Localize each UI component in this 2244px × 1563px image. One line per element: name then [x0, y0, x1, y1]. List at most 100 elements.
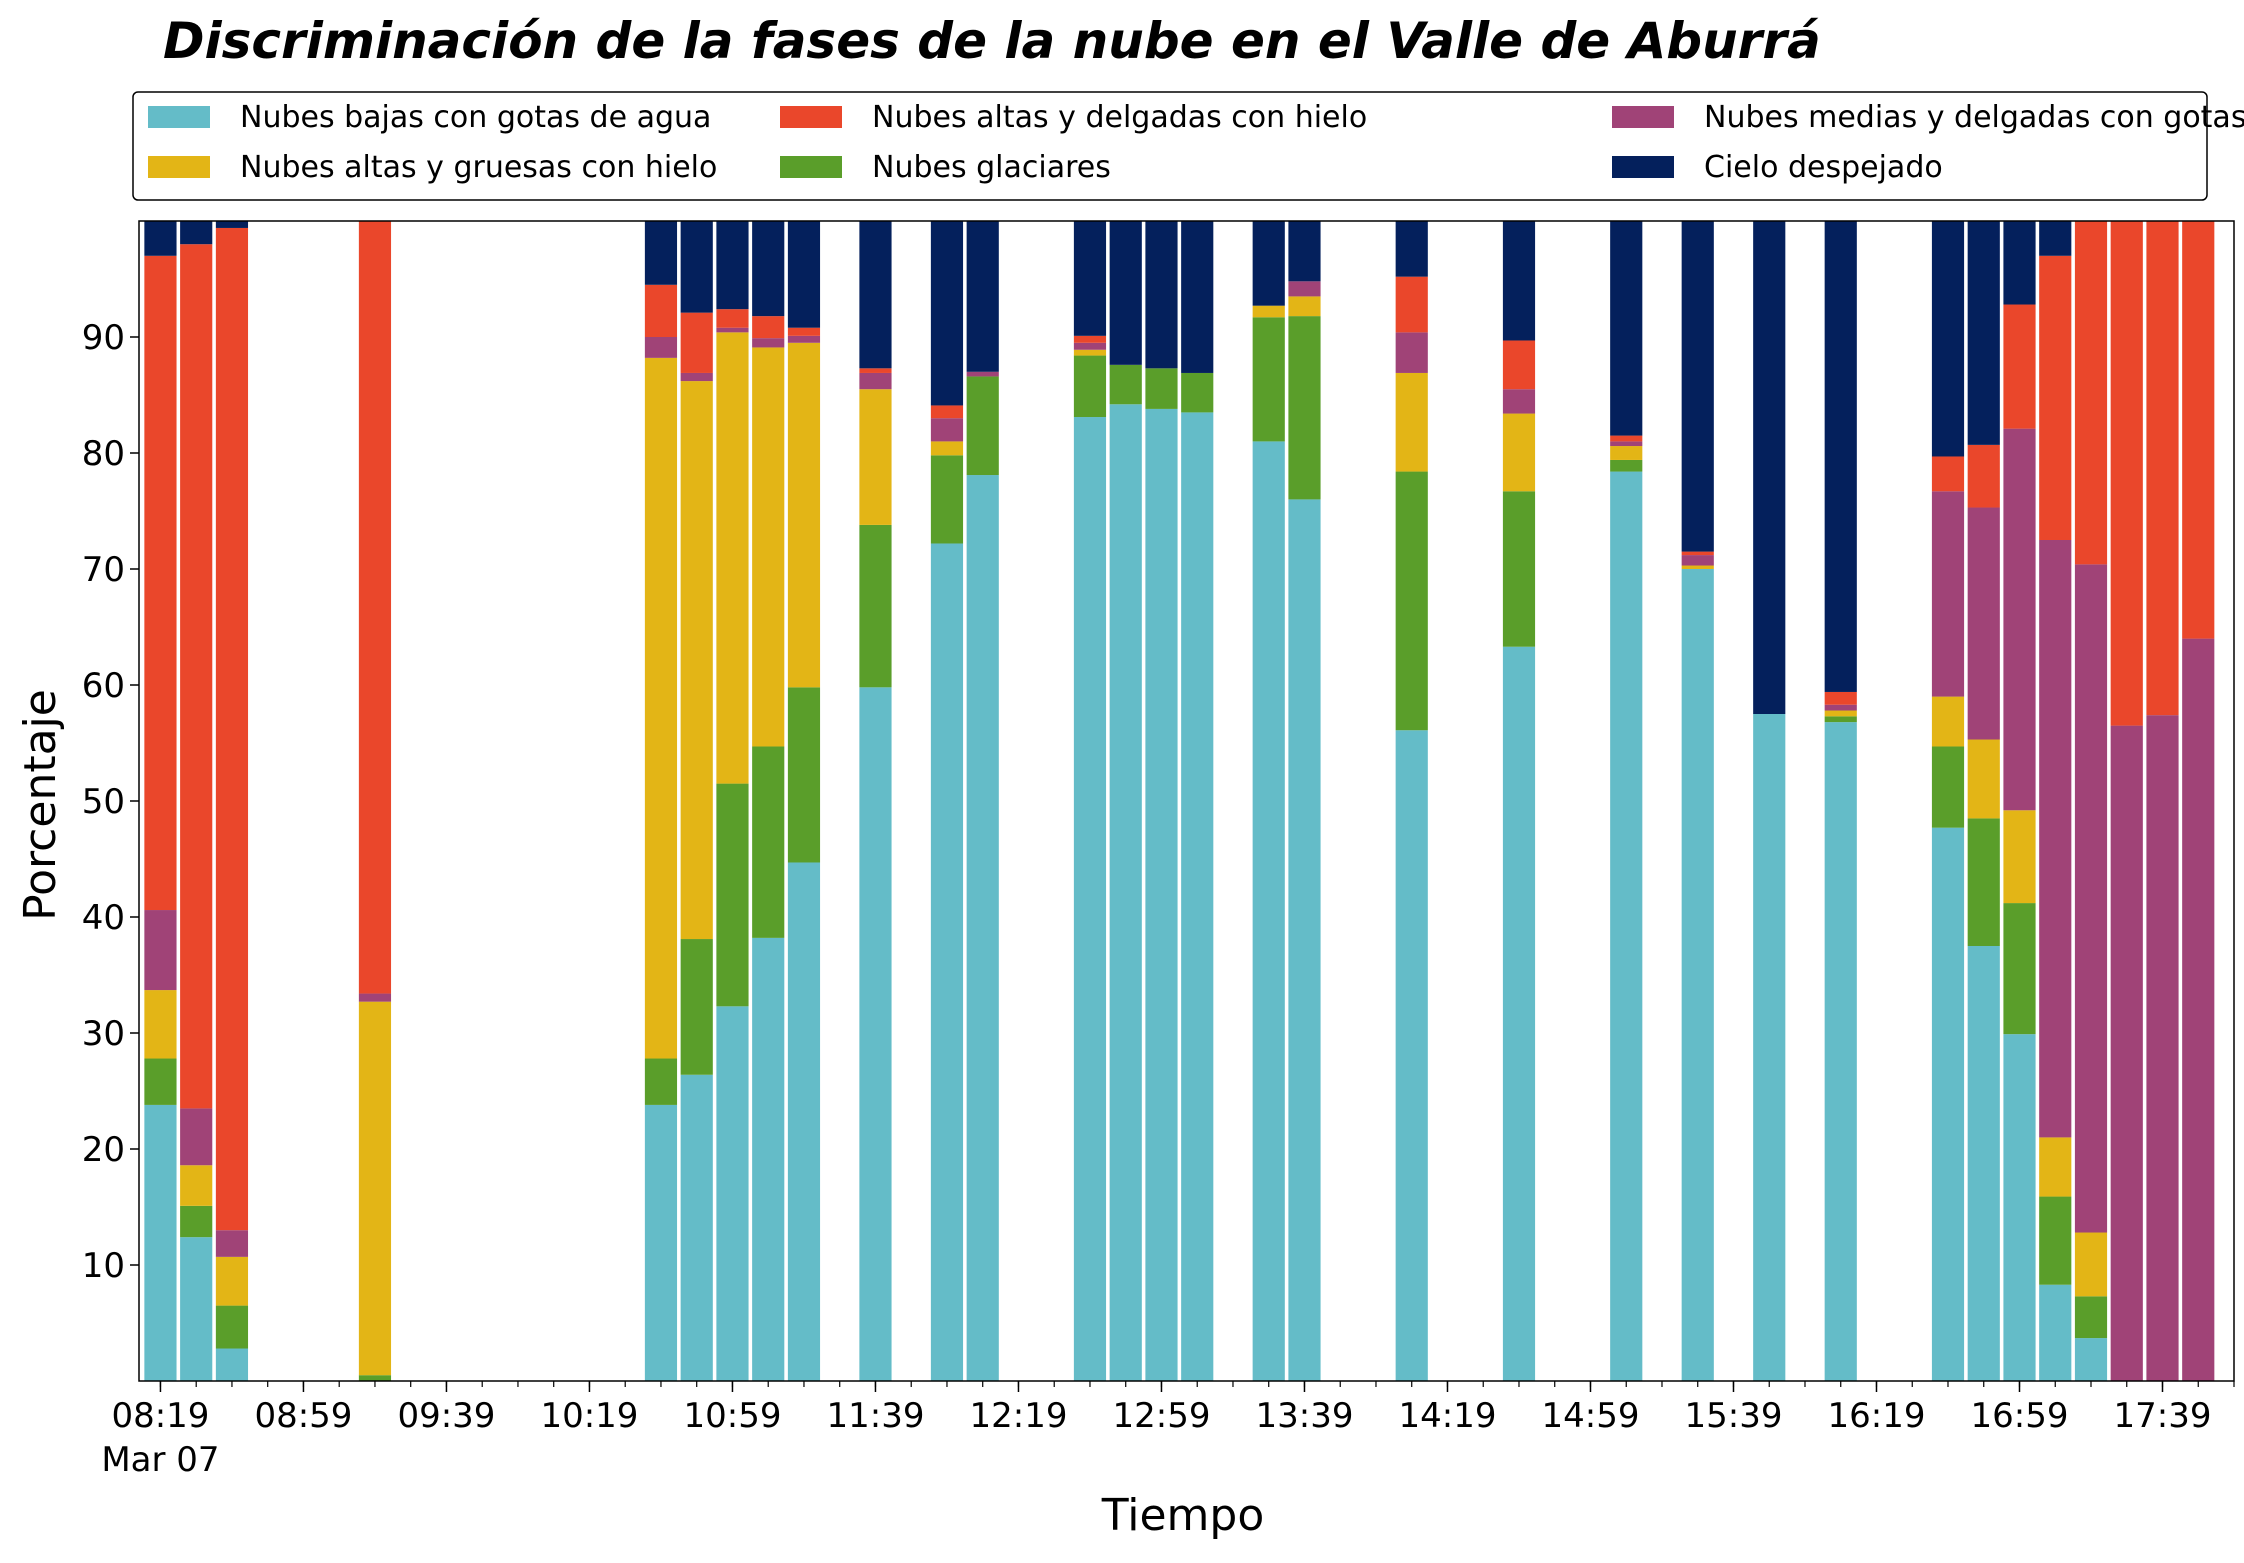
bar-segment — [752, 221, 785, 317]
bar-segment — [1824, 722, 1857, 1381]
chart-title: Discriminación de la fases de la nube en… — [163, 12, 1821, 70]
bar-segment — [1967, 444, 2000, 508]
bar-segment — [1610, 471, 1643, 1381]
y-tick-label: 60 — [82, 666, 125, 706]
bar-segment — [1681, 569, 1714, 1381]
bar-segment — [215, 227, 249, 1231]
bar-segment — [215, 1305, 249, 1349]
bar-segment — [1931, 491, 1965, 697]
bar-segment — [144, 1104, 177, 1381]
y-tick-label: 30 — [82, 1014, 125, 1054]
bar-segment — [1824, 691, 1857, 705]
x-tick-label: 10:59 — [683, 1396, 781, 1436]
bar-stack — [1073, 221, 1107, 1381]
bar-segment — [1824, 710, 1857, 717]
y-axis-label: Porcentaje — [15, 689, 66, 921]
x-tick-label: 08:19 — [111, 1396, 209, 1436]
bar-segment — [215, 1256, 249, 1306]
bar-segment — [1931, 827, 1965, 1381]
bar-segment — [1967, 507, 2000, 740]
bar-segment — [1288, 281, 1321, 297]
bar-segment — [180, 244, 213, 1109]
bar-segment — [930, 455, 964, 544]
x-tick-label: 16:59 — [1971, 1396, 2069, 1436]
bar-segment — [1967, 818, 2000, 946]
bar-segment — [716, 783, 749, 1007]
bar-segment — [1073, 349, 1107, 356]
x-axis-label: Tiempo — [1101, 1490, 1265, 1541]
x-tick-label: 14:59 — [1541, 1396, 1639, 1436]
bar-segment — [1502, 646, 1536, 1381]
bar-segment — [1109, 404, 1142, 1381]
legend-swatch — [148, 156, 210, 178]
bar-segment — [859, 389, 892, 525]
bar-segment — [1145, 408, 1178, 1381]
bar-segment — [1610, 435, 1643, 442]
bar-segment — [859, 221, 892, 369]
x-tick-label: 08:59 — [254, 1396, 352, 1436]
bar-segment — [1681, 565, 1714, 569]
bar-segment — [680, 221, 713, 313]
bar-segment — [144, 1058, 177, 1105]
bar-segment — [2003, 304, 2036, 429]
bar-segment — [358, 221, 392, 994]
bar-segment — [716, 309, 749, 328]
bar-segment — [1395, 332, 1428, 373]
bar-stack — [2039, 221, 2072, 1381]
bar-segment — [1681, 555, 1714, 566]
bar-segment — [644, 357, 678, 1059]
x-tick-label: 16:19 — [1827, 1396, 1925, 1436]
x-tick-sublabel: Mar 07 — [101, 1440, 219, 1480]
bar-segment — [859, 687, 892, 1381]
bar-segment — [680, 939, 713, 1075]
bar-segment — [1967, 739, 2000, 819]
bar-segment — [2003, 1034, 2036, 1381]
bar-segment — [2146, 715, 2179, 1381]
bar-segment — [1181, 412, 1214, 1381]
bar-segment — [716, 327, 749, 333]
y-tick-label: 50 — [82, 782, 125, 822]
bar-stack — [1753, 221, 1786, 1381]
bar-segment — [144, 990, 177, 1059]
bar-segment — [1753, 714, 1786, 1381]
bar-segment — [1931, 456, 1965, 492]
bar-segment — [358, 1375, 392, 1381]
legend-item: Nubes bajas con gotas de agua — [148, 100, 711, 135]
bar-segment — [1145, 368, 1178, 409]
bar-segment — [1681, 221, 1714, 552]
x-tick-label: 14:19 — [1398, 1396, 1496, 1436]
bar-segment — [966, 475, 999, 1381]
bar-stack — [859, 221, 892, 1381]
bar-segment — [1109, 364, 1142, 405]
bar-segment — [1502, 389, 1536, 414]
bar-stack — [1395, 221, 1428, 1381]
bar-stack — [1967, 221, 2000, 1381]
legend-item: Nubes glaciares — [780, 150, 1111, 185]
bar-segment — [680, 1074, 713, 1381]
bar-segment — [930, 405, 964, 419]
bar-segment — [787, 335, 821, 343]
bar-segment — [2074, 221, 2108, 565]
legend-swatch — [1612, 106, 1674, 128]
bar-segment — [2074, 1232, 2108, 1297]
bar-segment — [859, 524, 892, 688]
bar-segment — [787, 862, 821, 1381]
bar-segment — [1073, 342, 1107, 350]
bar-segment — [680, 381, 713, 940]
x-tick-label: 15:39 — [1684, 1396, 1782, 1436]
bar-segment — [180, 221, 213, 245]
bar-stack — [2182, 221, 2215, 1381]
legend-item: Nubes altas y delgadas con hielo — [780, 100, 1367, 135]
bar-stack — [716, 221, 749, 1381]
x-tick-label: 17:39 — [2114, 1396, 2212, 1436]
bar-segment — [2039, 1196, 2072, 1285]
bar-segment — [144, 221, 177, 256]
bar-segment — [787, 221, 821, 328]
x-tick-label: 12:19 — [969, 1396, 1067, 1436]
bar-stack — [1109, 221, 1142, 1381]
bar-segment — [1931, 696, 1965, 747]
legend-box — [132, 91, 2208, 201]
bar-segment — [1288, 221, 1321, 282]
bar-segment — [2003, 428, 2036, 811]
